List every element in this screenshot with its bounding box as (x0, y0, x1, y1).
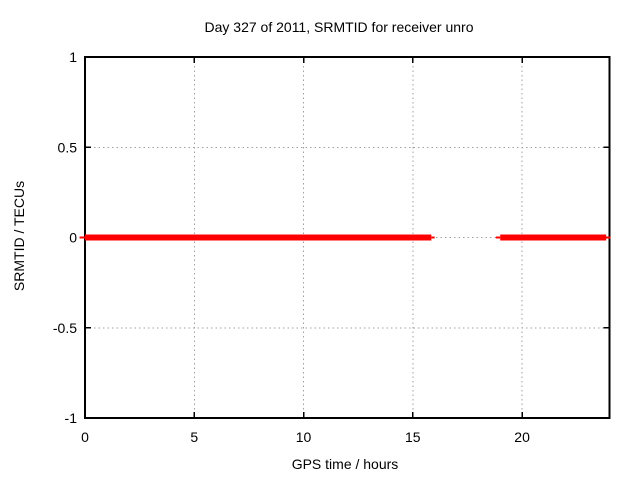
chart-title: Day 327 of 2011, SRMTID for receiver unr… (205, 19, 474, 35)
x-axis-label: GPS time / hours (292, 456, 399, 472)
y-tick-label: -0.5 (53, 320, 77, 336)
x-tick-label: 20 (514, 429, 530, 445)
x-tick-label: 0 (81, 429, 89, 445)
y-axis-label: SRMTID / TECUs (11, 181, 27, 291)
y-tick-label: 0.5 (58, 139, 78, 155)
y-tick-label: 1 (69, 49, 77, 65)
y-tick-label: 0 (69, 230, 77, 246)
y-tick-label: -1 (65, 410, 78, 426)
x-tick-label: 15 (405, 429, 421, 445)
tick-labels: 0 5 10 15 20 -1 -0.5 0 0.5 1 (53, 49, 530, 445)
x-tick-label: 10 (296, 429, 312, 445)
x-tick-label: 5 (190, 429, 198, 445)
